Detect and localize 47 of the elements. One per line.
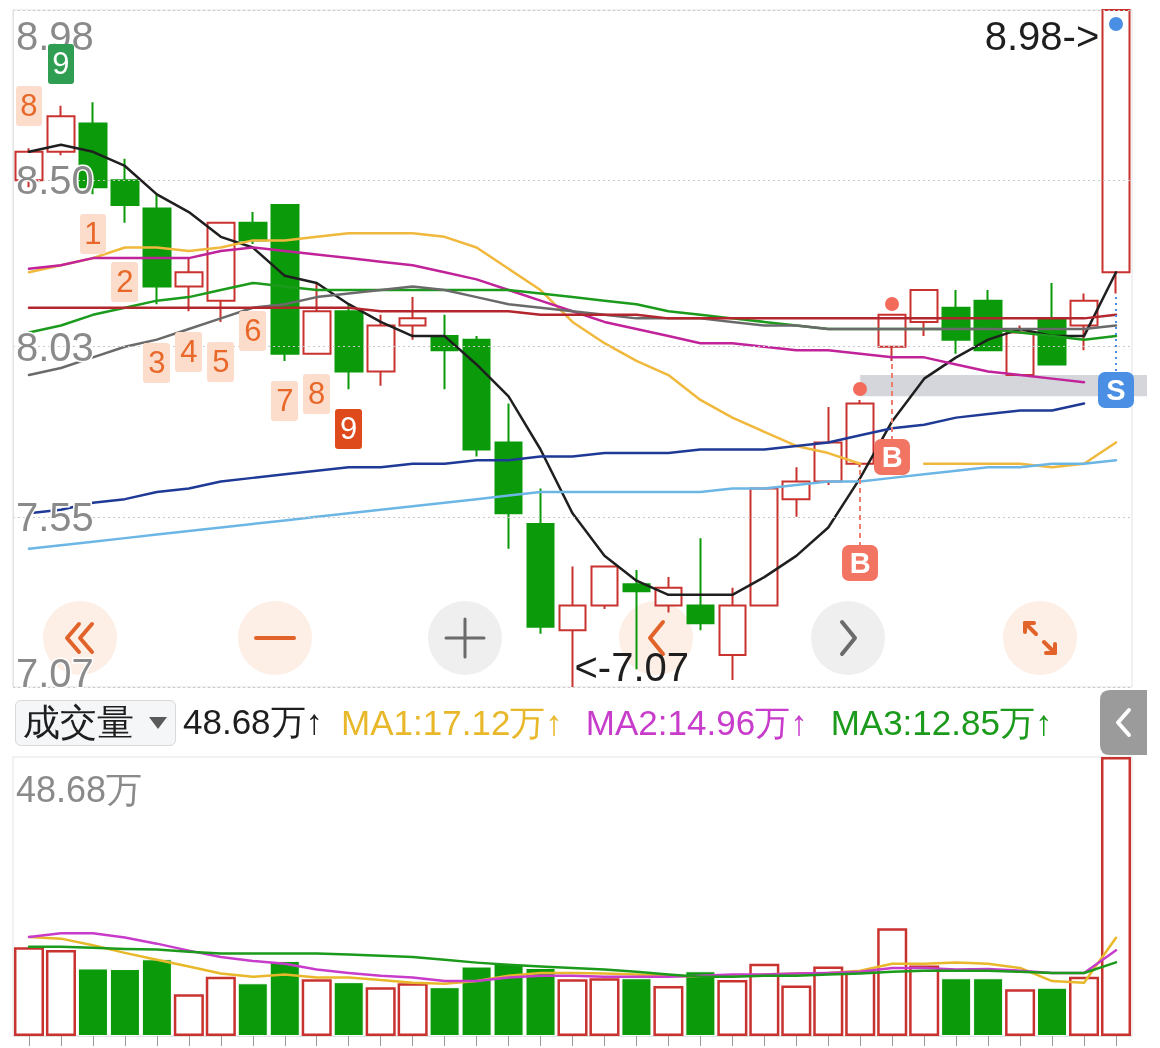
text: MA1:17.12万↑ [341, 702, 563, 742]
bar [941, 978, 972, 1036]
annotation: 48.68万 [16, 769, 143, 811]
bar [1069, 976, 1100, 1036]
y-tick-label: 7.07 [16, 651, 94, 695]
annotation: 7 [271, 380, 299, 421]
annotation: S [1098, 371, 1134, 408]
dropdown-field: 成交量 [15, 700, 176, 746]
text: MA2:14.96万↑ [585, 702, 808, 742]
bar [973, 978, 1004, 1036]
bar [141, 959, 172, 1036]
annotation: 8.98-> [984, 14, 1100, 58]
annotation: 5 [207, 341, 235, 382]
bar [301, 979, 332, 1036]
annotation: 8 [303, 373, 331, 414]
annotation: 9 [335, 409, 363, 450]
bar [845, 971, 876, 1036]
bar [45, 950, 76, 1036]
chart-title: 成交量 [23, 701, 134, 745]
annotation: 8 [15, 86, 43, 127]
text: 48.68万↑ [183, 702, 324, 742]
y-tick-label: 8.03 [16, 324, 94, 369]
bar [749, 963, 780, 1036]
annotation: B [874, 438, 911, 475]
bar [333, 982, 364, 1036]
text: MA3:12.85万↑ [830, 702, 1053, 742]
bar [1005, 989, 1036, 1036]
annotation: 2 [111, 261, 139, 302]
annotation: <-7.07 [574, 645, 690, 689]
bar [77, 968, 108, 1036]
bar [237, 983, 268, 1036]
bar [269, 960, 300, 1036]
bar [877, 928, 908, 1036]
bar [205, 976, 236, 1036]
annotation: 4 [175, 332, 203, 373]
bar [813, 966, 844, 1036]
annotation: 6 [239, 310, 267, 351]
annotation: 3 [143, 343, 171, 384]
bar [1037, 987, 1068, 1036]
annotation: B [842, 545, 879, 582]
bar [365, 987, 396, 1036]
bar [781, 985, 812, 1036]
annotation: 1 [79, 214, 107, 255]
bar [13, 947, 45, 1036]
bar [109, 969, 140, 1036]
bar [909, 965, 940, 1036]
bar [173, 994, 204, 1036]
